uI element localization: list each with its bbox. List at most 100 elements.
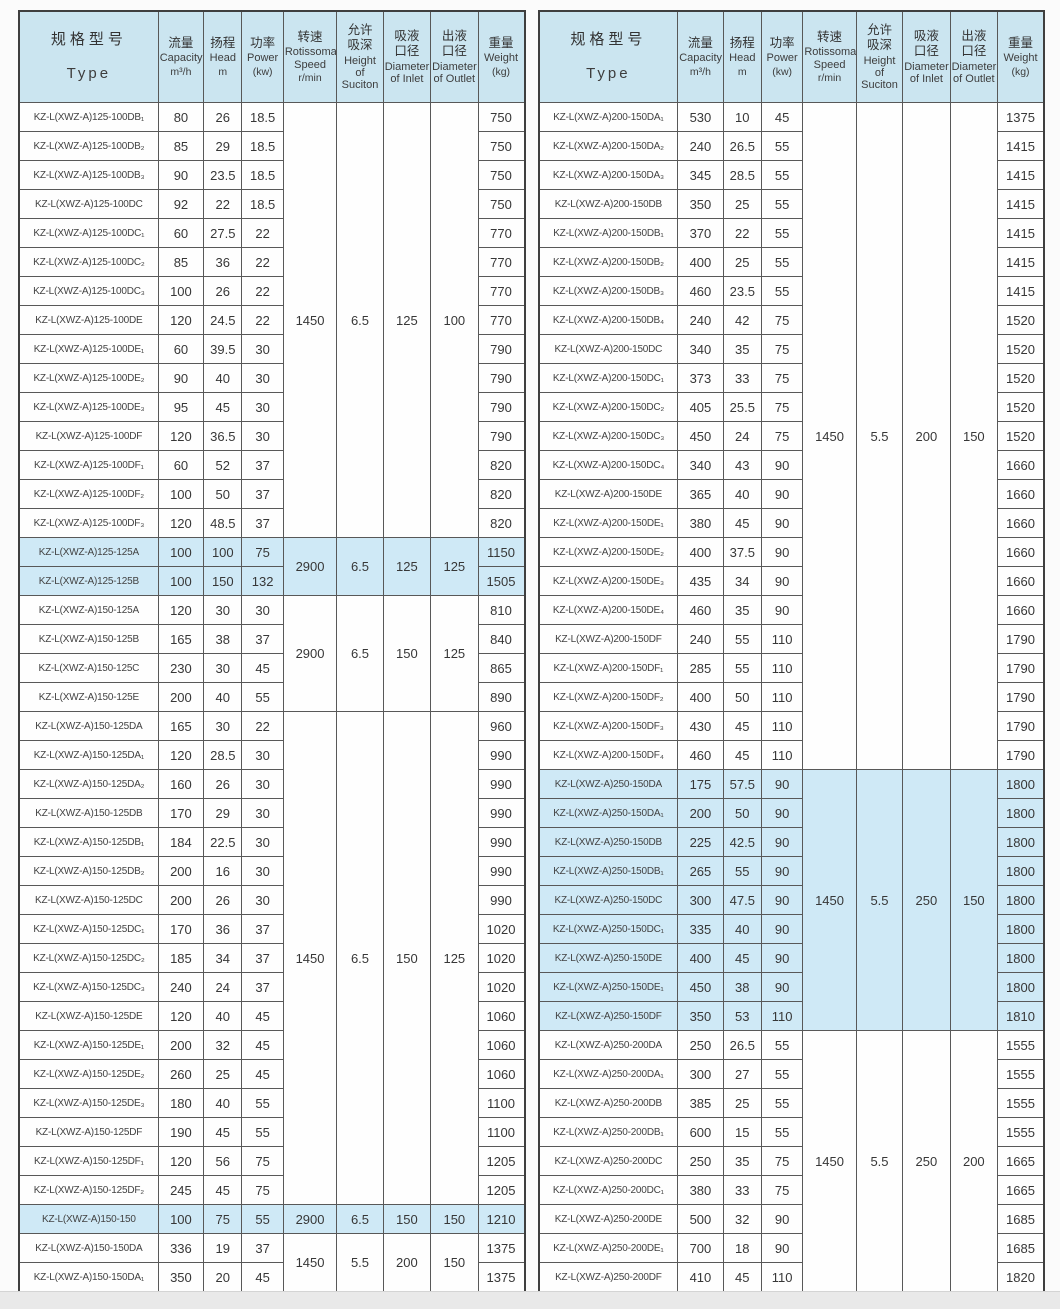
table-row: KZ-L(XWZ-A)125-100DF 120 36.5 30 790 [18, 421, 526, 451]
weight-cell: 1100 [477, 1117, 526, 1147]
capacity-cell: 200 [157, 682, 205, 712]
type-cell: KZ-L(XWZ-A)200-150DF₄ [537, 740, 679, 770]
capacity-cell: 240 [677, 131, 724, 161]
capacity-cell: 245 [157, 1175, 205, 1205]
head-cell: 24.5 [203, 305, 243, 335]
weight-cell: 1020 [477, 972, 526, 1002]
type-cell: KZ-L(XWZ-A)200-150DC [537, 334, 679, 364]
head-cell: 19 [203, 1233, 243, 1263]
power-cell: 110 [760, 740, 804, 770]
col-suction-en: Height of Suciton [861, 54, 898, 92]
capacity-cell: 200 [157, 885, 205, 915]
capacity-cell: 340 [677, 450, 724, 480]
power-cell: 22 [241, 218, 284, 248]
weight-cell: 1665 [997, 1175, 1045, 1205]
capacity-cell: 350 [157, 1262, 205, 1293]
weight-cell: 990 [477, 885, 526, 915]
head-cell: 45 [722, 740, 762, 770]
table-header: 规格型号 Type 流量 Capacity m³/h 扬程 Head m 功率 … [18, 10, 526, 103]
table-row: KZ-L(XWZ-A)200-150DC₁ 373 33 75 1520 [537, 363, 1045, 393]
head-cell: 26.5 [722, 131, 762, 161]
capacity-cell: 85 [157, 247, 205, 277]
col-type-zh: 规格型号 [50, 31, 127, 49]
capacity-cell: 250 [677, 1030, 724, 1060]
power-cell: 75 [760, 363, 804, 393]
head-cell: 32 [203, 1030, 243, 1060]
head-cell: 34 [722, 566, 762, 596]
power-cell: 90 [760, 798, 804, 828]
col-outlet-zh: 出液 口径 [441, 28, 467, 59]
table-row: KZ-L(XWZ-A)250-200DA 250 26.5 55 1450 5.5 250 2… [537, 1030, 1045, 1293]
capacity-cell: 120 [157, 1146, 205, 1176]
col-speed-zh: 转速 [297, 29, 323, 44]
capacity-cell: 100 [157, 537, 205, 567]
weight-cell: 840 [477, 624, 526, 654]
weight-cell: 1415 [997, 189, 1045, 219]
table-row: KZ-L(XWZ-A)125-100DB₃ 90 23.5 18.5 750 [18, 160, 526, 190]
head-cell: 32 [722, 1204, 762, 1234]
type-cell: KZ-L(XWZ-A)250-150DB₁ [537, 856, 679, 886]
outlet-cell: 150 [949, 102, 999, 770]
table-row: KZ-L(XWZ-A)250-150DC 300 47.5 90 1800 [537, 885, 1045, 915]
head-cell: 20 [203, 1262, 243, 1293]
table-row: KZ-L(XWZ-A)200-150DB₃ 460 23.5 55 1415 [537, 276, 1045, 306]
table-row: KZ-L(XWZ-A)150-125DC₁ 170 36 37 1020 [18, 914, 526, 944]
capacity-cell: 225 [677, 827, 724, 857]
capacity-cell: 120 [157, 421, 205, 451]
table-row: KZ-L(XWZ-A)125-125A 100 100 75 2900 6.5 125 125… [18, 537, 526, 596]
type-cell: KZ-L(XWZ-A)150-150DA₁ [18, 1262, 159, 1293]
type-cell: KZ-L(XWZ-A)250-200DC [537, 1146, 679, 1176]
weight-cell: 1520 [997, 392, 1045, 422]
power-cell: 30 [241, 769, 284, 799]
power-cell: 90 [760, 508, 804, 538]
type-cell: KZ-L(XWZ-A)200-150DF₃ [537, 711, 679, 741]
weight-cell: 1790 [997, 711, 1045, 741]
type-cell: KZ-L(XWZ-A)250-150DE [537, 943, 679, 973]
type-cell: KZ-L(XWZ-A)200-150DA₁ [537, 102, 679, 132]
capacity-cell: 92 [157, 189, 205, 219]
capacity-cell: 240 [677, 305, 724, 335]
table-row: KZ-L(XWZ-A)200-150DF₃ 430 45 110 1790 [537, 711, 1045, 741]
table-row: KZ-L(XWZ-A)125-100DE 120 24.5 22 770 [18, 305, 526, 335]
power-cell: 55 [241, 682, 284, 712]
table-row: KZ-L(XWZ-A)200-150DF 240 55 110 1790 [537, 624, 1045, 654]
capacity-cell: 600 [677, 1117, 724, 1147]
weight-cell: 1520 [997, 363, 1045, 393]
power-cell: 55 [760, 1030, 804, 1060]
table-row: KZ-L(XWZ-A)250-200DF 410 45 110 1820 [537, 1262, 1045, 1293]
inlet-cell: 200 [382, 1233, 432, 1293]
col-capacity-en: Capacity [679, 52, 723, 65]
head-cell: 45 [203, 392, 243, 422]
table-row: KZ-L(XWZ-A)200-150DC₃ 450 24 75 1520 [537, 421, 1045, 451]
table-row: KZ-L(XWZ-A)250-200DB 385 25 55 1555 [537, 1088, 1045, 1118]
col-capacity-en: Capacity [159, 52, 203, 65]
head-cell: 25 [203, 1059, 243, 1089]
capacity-cell: 285 [677, 653, 724, 683]
power-cell: 45 [241, 1030, 284, 1060]
capacity-cell: 530 [677, 102, 724, 132]
power-cell: 45 [241, 653, 284, 683]
type-cell: KZ-L(XWZ-A)150-125DF [18, 1117, 159, 1147]
col-power-en: Power [247, 52, 279, 65]
col-head-zh: 扬程 [729, 35, 755, 50]
weight-cell: 1660 [997, 479, 1045, 509]
table-row: KZ-L(XWZ-A)125-100DB₁ 80 26 18.5 1450 6.5 125 1… [18, 102, 526, 538]
power-cell: 45 [241, 1262, 284, 1293]
col-speed-unit: r/min [298, 71, 322, 84]
suction-cell: 6.5 [336, 537, 384, 596]
head-cell: 45 [722, 1262, 762, 1293]
capacity-cell: 120 [157, 1001, 205, 1031]
power-cell: 55 [241, 1204, 284, 1234]
weight-cell: 1415 [997, 276, 1045, 306]
table-row: KZ-L(XWZ-A)200-150DB₁ 370 22 55 1415 [537, 218, 1045, 248]
capacity-cell: 380 [677, 1175, 724, 1205]
head-cell: 30 [203, 595, 243, 625]
power-cell: 90 [760, 595, 804, 625]
table-row: KZ-L(XWZ-A)250-150DA 175 57.5 90 1450 5.5 250 1… [537, 769, 1045, 1031]
table-row: KZ-L(XWZ-A)125-100DF₂ 100 50 37 820 [18, 479, 526, 509]
table-row: KZ-L(XWZ-A)250-200DE 500 32 90 1685 [537, 1204, 1045, 1234]
power-cell: 90 [760, 450, 804, 480]
type-cell: KZ-L(XWZ-A)200-150DB₃ [537, 276, 679, 306]
type-cell: KZ-L(XWZ-A)125-100DB₁ [18, 102, 159, 132]
type-cell: KZ-L(XWZ-A)150-125C [18, 653, 159, 683]
